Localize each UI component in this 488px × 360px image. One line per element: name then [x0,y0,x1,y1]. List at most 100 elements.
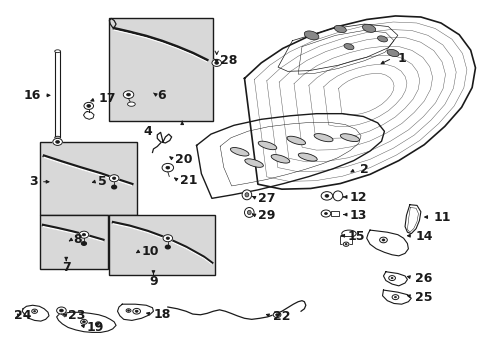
Text: 19: 19 [86,321,103,334]
Ellipse shape [244,193,248,197]
Text: 25: 25 [414,291,431,303]
Ellipse shape [258,141,276,150]
Text: 1: 1 [397,52,406,65]
Circle shape [165,166,169,169]
Circle shape [60,309,63,312]
Circle shape [97,323,99,325]
Text: 17: 17 [98,93,116,105]
Text: 9: 9 [149,275,158,288]
Ellipse shape [298,153,317,161]
Circle shape [379,237,386,243]
Circle shape [81,242,86,245]
Circle shape [127,310,129,311]
Ellipse shape [286,136,305,145]
Bar [40,215,108,269]
Text: 5: 5 [98,175,107,188]
Polygon shape [382,290,410,304]
Circle shape [34,311,36,312]
Circle shape [112,177,116,180]
Circle shape [343,242,348,246]
Circle shape [321,192,332,200]
Ellipse shape [55,136,61,139]
Text: 13: 13 [349,209,366,222]
Circle shape [81,319,87,324]
Polygon shape [244,16,474,189]
Ellipse shape [341,230,355,237]
Polygon shape [117,304,153,320]
Circle shape [126,309,131,312]
Ellipse shape [242,190,251,200]
Text: 18: 18 [153,308,170,321]
Circle shape [82,233,85,236]
Circle shape [214,62,218,64]
Circle shape [163,235,172,242]
Ellipse shape [377,36,386,42]
Ellipse shape [334,25,346,33]
Ellipse shape [362,24,375,32]
Circle shape [345,243,346,245]
Polygon shape [383,272,407,286]
Bar [109,18,213,121]
Bar [55,51,61,138]
Polygon shape [196,114,384,198]
Ellipse shape [386,49,398,57]
Ellipse shape [313,134,332,142]
Ellipse shape [244,159,263,167]
Circle shape [394,296,396,298]
Bar [109,215,214,275]
Text: 27: 27 [257,192,275,205]
Circle shape [321,210,330,217]
Circle shape [82,321,85,323]
Circle shape [79,231,89,238]
Text: 4: 4 [143,125,152,138]
Circle shape [84,102,93,109]
Ellipse shape [230,148,248,156]
Circle shape [388,276,395,280]
Text: 23: 23 [68,309,85,322]
Ellipse shape [332,191,342,201]
Text: 12: 12 [349,191,366,204]
Circle shape [324,212,327,215]
Text: 15: 15 [347,230,364,243]
Bar [330,211,339,216]
Text: 21: 21 [180,174,197,187]
Polygon shape [404,205,420,234]
Circle shape [390,277,392,279]
Text: 10: 10 [141,245,159,258]
Bar [40,142,137,215]
Text: 2: 2 [359,163,367,176]
Circle shape [381,239,384,241]
Circle shape [211,59,221,66]
Text: 14: 14 [415,230,433,243]
Circle shape [133,309,140,314]
Circle shape [87,104,90,107]
Text: 24: 24 [15,309,32,322]
Text: 6: 6 [157,89,165,102]
Text: 22: 22 [273,310,290,323]
Circle shape [165,245,170,249]
Bar [340,237,351,244]
Circle shape [391,294,398,300]
Text: 11: 11 [433,211,450,224]
Text: 3: 3 [29,175,38,188]
Circle shape [135,310,138,312]
Ellipse shape [343,44,353,50]
Text: 26: 26 [414,271,431,284]
Ellipse shape [55,50,61,53]
Circle shape [56,140,60,143]
Ellipse shape [270,154,289,163]
Circle shape [112,185,116,189]
Circle shape [32,309,38,313]
Text: 16: 16 [23,89,41,102]
Circle shape [109,175,119,182]
Circle shape [162,163,173,172]
Circle shape [53,138,62,145]
Circle shape [95,322,101,326]
Ellipse shape [304,31,318,40]
Circle shape [275,314,278,316]
Text: 8: 8 [73,234,81,247]
Circle shape [57,307,66,314]
Circle shape [273,312,280,318]
Ellipse shape [247,210,251,215]
Circle shape [126,93,130,96]
